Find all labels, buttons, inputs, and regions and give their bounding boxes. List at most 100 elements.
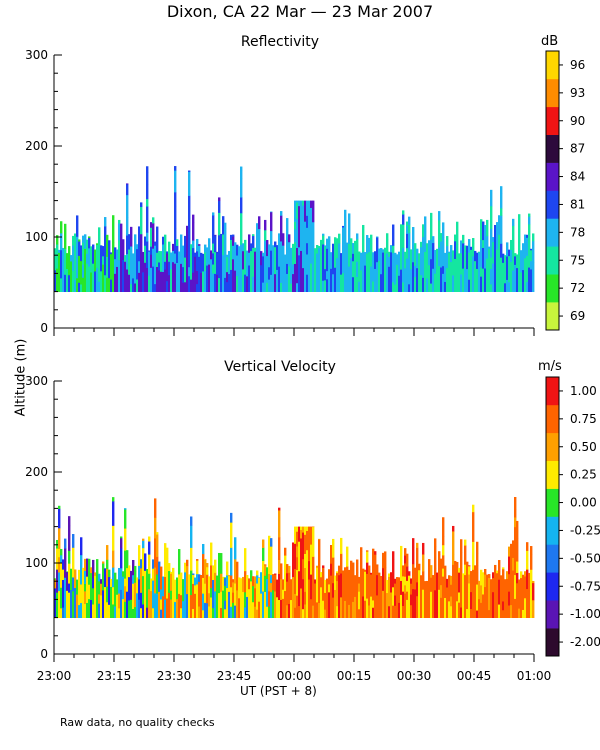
refl-data-cell: [398, 251, 401, 276]
vel-data-cell: [430, 591, 433, 618]
refl-data-cell: [96, 244, 99, 269]
refl-data-cell: [318, 246, 321, 249]
vel-data-cell: [230, 512, 233, 523]
vel-data-cell: [190, 525, 193, 548]
vel-data-cell: [324, 609, 327, 618]
vel-data-cell: [286, 581, 289, 606]
vel-data-cell: [406, 566, 409, 581]
vel-data-cell: [242, 576, 245, 592]
vel-data-cell: [56, 592, 59, 608]
vel-data-cell: [508, 573, 511, 592]
vel-data-cell: [434, 589, 437, 618]
refl-data-cell: [174, 170, 177, 193]
refl-data-cell: [352, 253, 355, 262]
vel-data-cell: [320, 586, 323, 599]
refl-data-cell: [220, 233, 223, 256]
vel-data-cell: [442, 555, 445, 569]
refl-data-cell: [194, 252, 197, 257]
vel-data-cell: [352, 562, 355, 588]
refl-data-cell: [416, 248, 419, 251]
vel-data-cell: [258, 577, 261, 579]
vel-data-cell: [330, 594, 333, 618]
refl-data-cell: [328, 264, 331, 292]
refl-data-cell: [164, 269, 167, 292]
vel-data-cell: [166, 558, 169, 578]
vel-colorbar-swatch: [546, 544, 559, 573]
refl-data-cell: [392, 252, 395, 283]
refl-data-cell: [484, 268, 487, 292]
vel-data-cell: [418, 595, 421, 618]
refl-data-cell: [404, 251, 407, 255]
vel-data-cell: [342, 581, 345, 595]
refl-data-cell: [184, 242, 187, 258]
refl-data-cell: [150, 267, 153, 292]
vel-data-cell: [72, 534, 75, 548]
vel-data-cell: [392, 586, 395, 606]
refl-data-cell: [84, 268, 87, 292]
refl-data-cell: [304, 221, 307, 230]
vel-data-cell: [276, 596, 279, 618]
vel-data-cell: [256, 583, 259, 610]
refl-data-cell: [146, 172, 149, 186]
refl-data-cell: [246, 257, 249, 277]
vel-data-cell: [246, 596, 249, 618]
vel-data-cell: [56, 607, 59, 618]
refl-data-cell: [442, 237, 445, 251]
refl-data-cell: [432, 242, 435, 269]
refl-data-cell: [80, 245, 83, 262]
refl-data-cell: [140, 206, 143, 235]
refl-data-cell: [504, 282, 507, 292]
vel-data-cell: [498, 571, 501, 580]
vel-data-cell: [92, 577, 95, 589]
refl-data-cell: [194, 256, 197, 267]
vel-data-cell: [60, 554, 63, 563]
refl-data-cell: [150, 227, 153, 247]
refl-data-cell: [380, 251, 383, 275]
vel-data-cell: [356, 600, 359, 618]
refl-data-cell: [222, 279, 225, 292]
vel-colorbar-label: -0.75: [570, 579, 600, 593]
vel-data-cell: [268, 606, 271, 618]
refl-data-cell: [248, 252, 251, 266]
vel-data-cell: [244, 607, 247, 618]
refl-data-cell: [402, 214, 405, 225]
vel-data-cell: [210, 597, 213, 618]
refl-data-cell: [428, 240, 431, 248]
refl-data-cell: [480, 266, 483, 277]
vel-data-cell: [320, 572, 323, 578]
refl-data-cell: [110, 253, 113, 280]
refl-data-cell: [508, 255, 511, 283]
vel-data-cell: [442, 517, 445, 537]
refl-data-cell: [508, 281, 511, 292]
vel-data-cell: [312, 556, 315, 586]
vel-data-cell: [332, 542, 335, 558]
refl-data-cell: [348, 251, 351, 267]
vel-data-cell: [316, 565, 319, 568]
refl-data-cell: [478, 270, 481, 292]
refl-data-cell: [306, 227, 309, 244]
refl-data-cell: [404, 254, 407, 269]
vel-data-cell: [268, 535, 271, 556]
vel-data-cell: [212, 565, 215, 580]
refl-data-cell: [374, 251, 377, 269]
vel-data-cell: [298, 605, 301, 618]
refl-data-cell: [172, 250, 175, 263]
vel-data-cell: [460, 552, 463, 575]
vel-data-cell: [222, 576, 225, 591]
vel-data-cell: [284, 555, 287, 570]
refl-data-cell: [110, 279, 113, 292]
vel-data-cell: [232, 592, 235, 603]
vel-data-cell: [344, 583, 347, 601]
vel-data-cell: [516, 561, 519, 573]
refl-data-cell: [152, 217, 155, 224]
refl-colorbar-label: 75: [570, 253, 585, 267]
refl-data-cell: [102, 246, 105, 257]
vel-data-cell: [138, 565, 141, 580]
refl-data-cell: [496, 237, 499, 250]
vel-data-cell: [468, 574, 471, 584]
refl-data-cell: [514, 253, 517, 257]
vel-data-cell: [346, 546, 349, 567]
vel-data-cell: [294, 543, 297, 556]
vel-data-cell: [514, 608, 517, 618]
refl-data-cell: [198, 277, 201, 292]
